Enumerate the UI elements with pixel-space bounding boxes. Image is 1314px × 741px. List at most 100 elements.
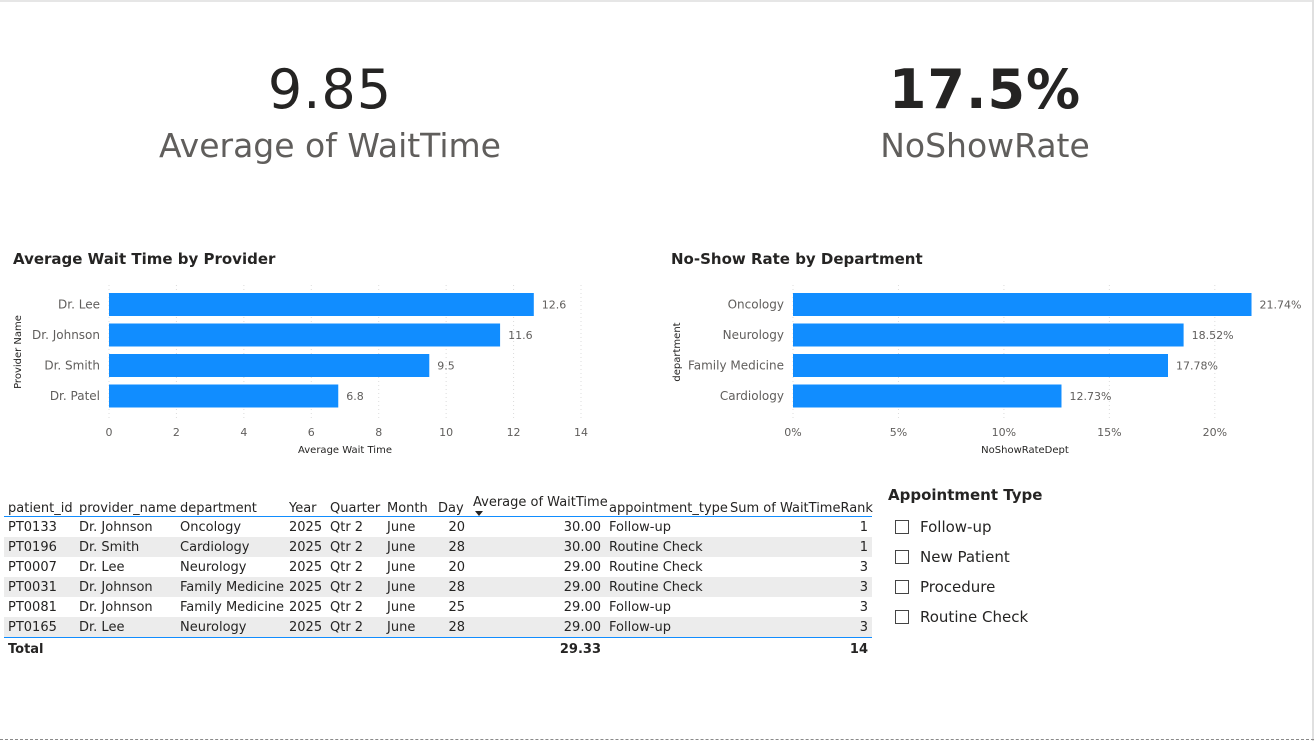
column-header[interactable]: Average of WaitTime	[469, 490, 608, 517]
table-row[interactable]: PT0007 Dr. Lee Neurology 2025 Qtr 2 June 20 29.…	[4, 557, 872, 577]
table-cell: Dr. Smith	[79, 539, 140, 555]
table-cell: Follow-up	[609, 599, 671, 615]
data-label: 17.78%	[1176, 360, 1218, 373]
bar[interactable]	[109, 323, 501, 347]
table-cell: 28	[448, 539, 465, 555]
category-label: Oncology	[728, 298, 784, 312]
table-cell: 25	[448, 599, 465, 615]
x-tick-label: 0%	[784, 426, 801, 439]
category-label: Neurology	[723, 328, 784, 342]
column-header[interactable]: department	[180, 501, 257, 516]
column-header[interactable]: appointment_type	[609, 501, 728, 516]
column-header[interactable]: Sum of WaitTimeRank	[730, 501, 873, 516]
x-axis-title: NoShowRateDept	[981, 445, 1069, 456]
table-cell: 29.00	[563, 599, 601, 615]
checkbox-icon[interactable]	[895, 580, 909, 594]
x-tick-label: 5%	[890, 426, 907, 439]
total-label: Total	[8, 641, 44, 657]
bar[interactable]	[109, 384, 339, 408]
column-header[interactable]: patient_id	[8, 501, 73, 516]
table-cell: Neurology	[180, 559, 247, 575]
table-cell: 28	[448, 579, 465, 595]
data-label: 12.6	[542, 299, 567, 312]
appointments-table[interactable]: patient_id provider_name department Year Qua…	[4, 490, 873, 661]
checkbox-icon[interactable]	[895, 610, 909, 624]
data-label: 6.8	[346, 390, 364, 403]
category-label: Dr. Johnson	[32, 328, 100, 342]
x-tick-label: 4	[240, 426, 247, 439]
category-label: Dr. Lee	[58, 298, 100, 312]
table-cell: Family Medicine	[180, 579, 285, 595]
slicer-option[interactable]: Follow-up	[888, 512, 1138, 542]
table-cell: June	[387, 559, 416, 575]
table-cell: 30.00	[563, 519, 601, 535]
table-cell: Qtr 2	[330, 559, 364, 575]
table-cell: Qtr 2	[330, 519, 364, 535]
kpi-label: NoShowRate	[880, 126, 1090, 165]
column-header[interactable]: provider_name	[79, 501, 177, 516]
slicer-option[interactable]: Routine Check	[888, 602, 1138, 632]
table-cell: Oncology	[180, 519, 242, 535]
bar[interactable]	[793, 354, 1168, 377]
table-cell: June	[387, 539, 416, 555]
checkbox-icon[interactable]	[895, 550, 909, 564]
bar[interactable]	[793, 384, 1062, 408]
bar[interactable]	[109, 354, 430, 377]
column-header[interactable]: Day	[438, 501, 464, 516]
kpi-card-noshow-rate[interactable]: 17.5% NoShowRate	[785, 60, 1185, 166]
kpi-value: 9.85	[267, 58, 393, 121]
table-row[interactable]: PT0133 Dr. Johnson Oncology 2025 Qtr 2 June 20…	[4, 517, 872, 538]
table-cell: Qtr 2	[330, 539, 364, 555]
column-header[interactable]: Month	[387, 501, 428, 516]
appointment-type-slicer[interactable]: Appointment Type Follow-up New Patient Pro…	[888, 486, 1138, 632]
table-cell: June	[387, 619, 416, 635]
bar[interactable]	[793, 293, 1252, 316]
x-tick-label: 12	[507, 426, 521, 439]
table-cell: 20	[448, 519, 465, 535]
noshow-bar-chart[interactable]: 0% 5% 10% 15% 20% Oncology 21.74% Neurology 18.5…	[660, 280, 1310, 465]
data-label: 18.52%	[1192, 329, 1234, 342]
wait-time-bar-chart[interactable]: 0 2 4 6 8 10 12 14 Dr. Lee 12.6 Dr. Johnson 11.6 Dr.…	[0, 280, 650, 465]
table-cell: 20	[448, 559, 465, 575]
table-cell: 2025	[289, 599, 323, 615]
table-cell: PT0196	[8, 539, 57, 555]
table-row[interactable]: PT0196 Dr. Smith Cardiology 2025 Qtr 2 June 28…	[4, 537, 872, 557]
table-row[interactable]: PT0165 Dr. Lee Neurology 2025 Qtr 2 June 28 29.…	[4, 617, 872, 638]
kpi-value: 17.5%	[888, 58, 1082, 121]
table-cell: 28	[448, 619, 465, 635]
table-header-row: patient_id provider_name department Year Qua…	[4, 490, 873, 517]
column-header[interactable]: Year	[289, 501, 317, 516]
table-row[interactable]: PT0031 Dr. Johnson Family Medicine 2025 Qtr …	[4, 577, 872, 597]
x-tick-label: 10	[439, 426, 453, 439]
table-cell: Dr. Johnson	[79, 519, 153, 535]
slicer-option-label: Routine Check	[920, 608, 1029, 626]
category-label: Dr. Smith	[44, 359, 100, 373]
table-total-row: Total 29.33 14	[4, 637, 872, 661]
data-label: 9.5	[437, 360, 455, 373]
total-sum-rank: 14	[849, 641, 868, 657]
slicer-option[interactable]: Procedure	[888, 572, 1138, 602]
kpi-card-average-wait-time[interactable]: 9.85 Average of WaitTime	[130, 60, 530, 166]
checkbox-icon[interactable]	[895, 520, 909, 534]
category-label: Dr. Patel	[50, 389, 100, 403]
y-axis-title: department	[672, 322, 683, 381]
table-cell: 3	[859, 619, 868, 635]
sort-descending-icon[interactable]	[475, 511, 483, 516]
table-cell: PT0165	[8, 619, 57, 635]
chart-title-wait-time: Average Wait Time by Provider	[13, 250, 276, 268]
table-cell: Routine Check	[609, 539, 703, 555]
table-cell: June	[387, 519, 416, 535]
column-header[interactable]: Quarter	[330, 501, 381, 516]
category-label: Family Medicine	[688, 359, 784, 373]
table-row[interactable]: PT0081 Dr. Johnson Family Medicine 2025 Qtr …	[4, 597, 872, 617]
x-tick-label: 0	[106, 426, 113, 439]
bar[interactable]	[109, 293, 534, 316]
table-cell: 2025	[289, 519, 323, 535]
slicer-option[interactable]: New Patient	[888, 542, 1138, 572]
table-cell: Qtr 2	[330, 619, 364, 635]
table-cell: 3	[859, 579, 868, 595]
bar[interactable]	[793, 323, 1184, 347]
x-tick-label: 10%	[992, 426, 1016, 439]
table-cell: Dr. Johnson	[79, 599, 153, 615]
table-cell: 3	[859, 559, 868, 575]
